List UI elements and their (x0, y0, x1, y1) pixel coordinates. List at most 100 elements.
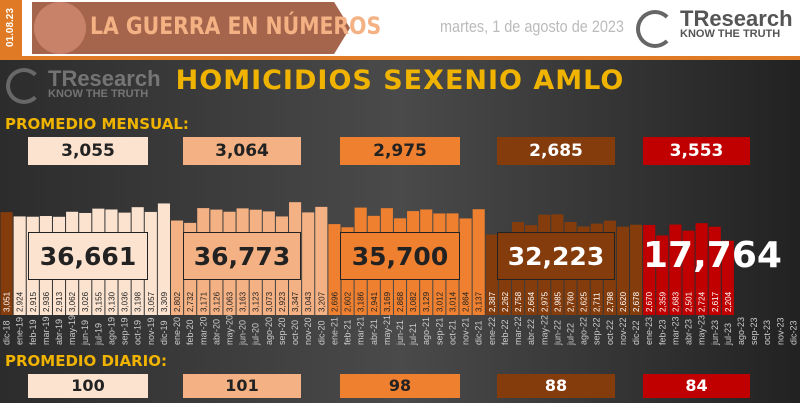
x-tick-label: abr-19 (54, 319, 64, 345)
x-tick-label: ago-19 (106, 317, 116, 345)
bar-value-label: 3,169 (383, 291, 392, 312)
x-tick-label: dic-19 (159, 320, 169, 345)
bar-value-label: 2,625 (580, 291, 589, 312)
bar (616, 226, 630, 315)
date-text: martes, 1 de agosto de 2023 (440, 17, 624, 36)
bar-value-label: 3,347 (291, 291, 300, 312)
x-tick-label: mar-23 (670, 316, 680, 345)
yearly-total-box: 35,700 (340, 232, 460, 280)
bar-value-label: 3,155 (94, 291, 103, 312)
bar-value-label: 3,063 (226, 291, 235, 312)
bar-value-label: 2,864 (462, 291, 471, 312)
x-tick-label: sep-21 (434, 317, 444, 345)
x-tick-label: jul-20 (251, 323, 261, 346)
x-tick-label: nov-20 (303, 317, 313, 345)
logo-tagline: KNOW THE TRUTH (48, 88, 149, 100)
bar-value-label: 3,309 (160, 291, 169, 312)
x-tick-label: may-22 (539, 315, 549, 345)
bar (656, 235, 669, 315)
bar-value-label: 2,696 (330, 291, 339, 312)
bar-value-label: 2,711 (593, 292, 602, 312)
bar-value-label: 2,915 (29, 291, 38, 312)
monthly-average-box: 3,064 (183, 137, 301, 165)
bar-value-label: 2,204 (724, 291, 733, 312)
x-tick-label: sep-23 (749, 317, 759, 345)
bar (721, 240, 734, 315)
x-tick-label: dic-18 (2, 320, 12, 345)
x-tick-label: ene-21 (329, 317, 339, 345)
x-tick-label: feb-23 (657, 319, 667, 345)
header: 01.08.23 LA GUERRA EN NÚMEROS martes, 1 … (0, 0, 800, 56)
x-tick-label: jun-21 (395, 320, 405, 346)
bar (682, 230, 695, 315)
x-tick-label: ago-21 (421, 317, 431, 345)
x-tick-label: abr-20 (211, 319, 221, 345)
x-tick-label: ene-20 (172, 317, 182, 345)
bar (315, 206, 328, 315)
bar (643, 224, 656, 315)
x-tick-label: nov-23 (775, 317, 785, 345)
bar-value-label: 3,207 (317, 291, 326, 312)
x-tick-label: feb-20 (185, 319, 195, 345)
x-tick-label: ene-23 (644, 317, 654, 345)
daily-average-box: 100 (28, 374, 148, 398)
x-tick-label: mar-20 (198, 316, 208, 345)
banner-title: LA GUERRA EN NÚMEROS (90, 12, 382, 40)
monthly-label: PROMEDIO MENSUAL: (5, 115, 189, 133)
bar-value-label: 3,062 (68, 291, 77, 312)
yearly-total-box: 17,764 (643, 235, 782, 276)
bar-value-label: 2,683 (671, 291, 680, 312)
bar (695, 223, 708, 315)
yearly-total-box: 36,773 (183, 232, 301, 280)
x-tick-label: jul-21 (408, 323, 418, 346)
bar-value-label: 3,171 (199, 291, 208, 312)
daily-label: PROMEDIO DIARIO: (5, 352, 167, 370)
yearly-total-box: 32,223 (497, 232, 615, 280)
bar-value-label: 2,670 (645, 291, 654, 312)
bar-value-label: 3,026 (81, 291, 90, 312)
bar-value-label: 3,130 (107, 291, 116, 312)
x-tick-label: mar-19 (41, 316, 51, 345)
bar-value-label: 2,941 (370, 291, 379, 312)
bar-value-label: 2,760 (566, 291, 575, 312)
x-tick-label: sep-19 (120, 317, 130, 345)
x-tick-label: feb-21 (343, 319, 353, 345)
logo-name: TResearch (680, 6, 793, 31)
daily-average-box: 84 (643, 374, 750, 398)
x-tick-label: jul-19 (93, 323, 103, 346)
monthly-average-box: 2,975 (340, 137, 460, 165)
bar (708, 226, 721, 315)
monthly-average-box: 2,685 (497, 137, 615, 165)
x-tick-label: dic-23 (788, 320, 798, 345)
bar-value-label: 3,043 (304, 291, 313, 312)
x-tick-label: jun-23 (710, 320, 720, 346)
x-tick-label: dic-22 (631, 320, 641, 345)
bar-value-label: 2,724 (698, 291, 707, 312)
bar-value-label: 2,802 (173, 291, 182, 312)
bar-value-label: 3,051 (3, 291, 12, 312)
x-tick-label: feb-19 (28, 319, 38, 345)
x-tick-label: abr-23 (684, 319, 694, 345)
bar (459, 218, 472, 315)
bar-value-label: 2,985 (553, 291, 562, 312)
x-tick-label: may-19 (67, 315, 77, 345)
bar-value-label: 2,732 (186, 291, 195, 312)
x-tick-label: sep-20 (277, 317, 287, 345)
logo-icon (6, 68, 42, 104)
x-tick-label: dic-20 (316, 320, 326, 345)
x-tick-label: ago-23 (736, 317, 746, 345)
x-tick-label: mar-21 (356, 316, 366, 345)
bar (485, 234, 498, 315)
bar-value-label: 3,082 (409, 291, 418, 312)
x-tick-label: oct-22 (605, 320, 615, 345)
x-tick-label: oct-20 (290, 320, 300, 345)
mexico-map-icon (34, 2, 86, 54)
x-tick-label: jul-23 (723, 323, 733, 346)
bar-value-label: 2,617 (711, 291, 720, 312)
monthly-average-box: 3,553 (643, 137, 750, 165)
x-tick-label: jun-20 (238, 320, 248, 346)
bar-value-label: 2,602 (344, 291, 353, 312)
x-tick-label: oct-19 (133, 320, 143, 345)
bar-value-label: 2,262 (501, 291, 510, 312)
bar-value-label: 3,014 (448, 291, 457, 312)
